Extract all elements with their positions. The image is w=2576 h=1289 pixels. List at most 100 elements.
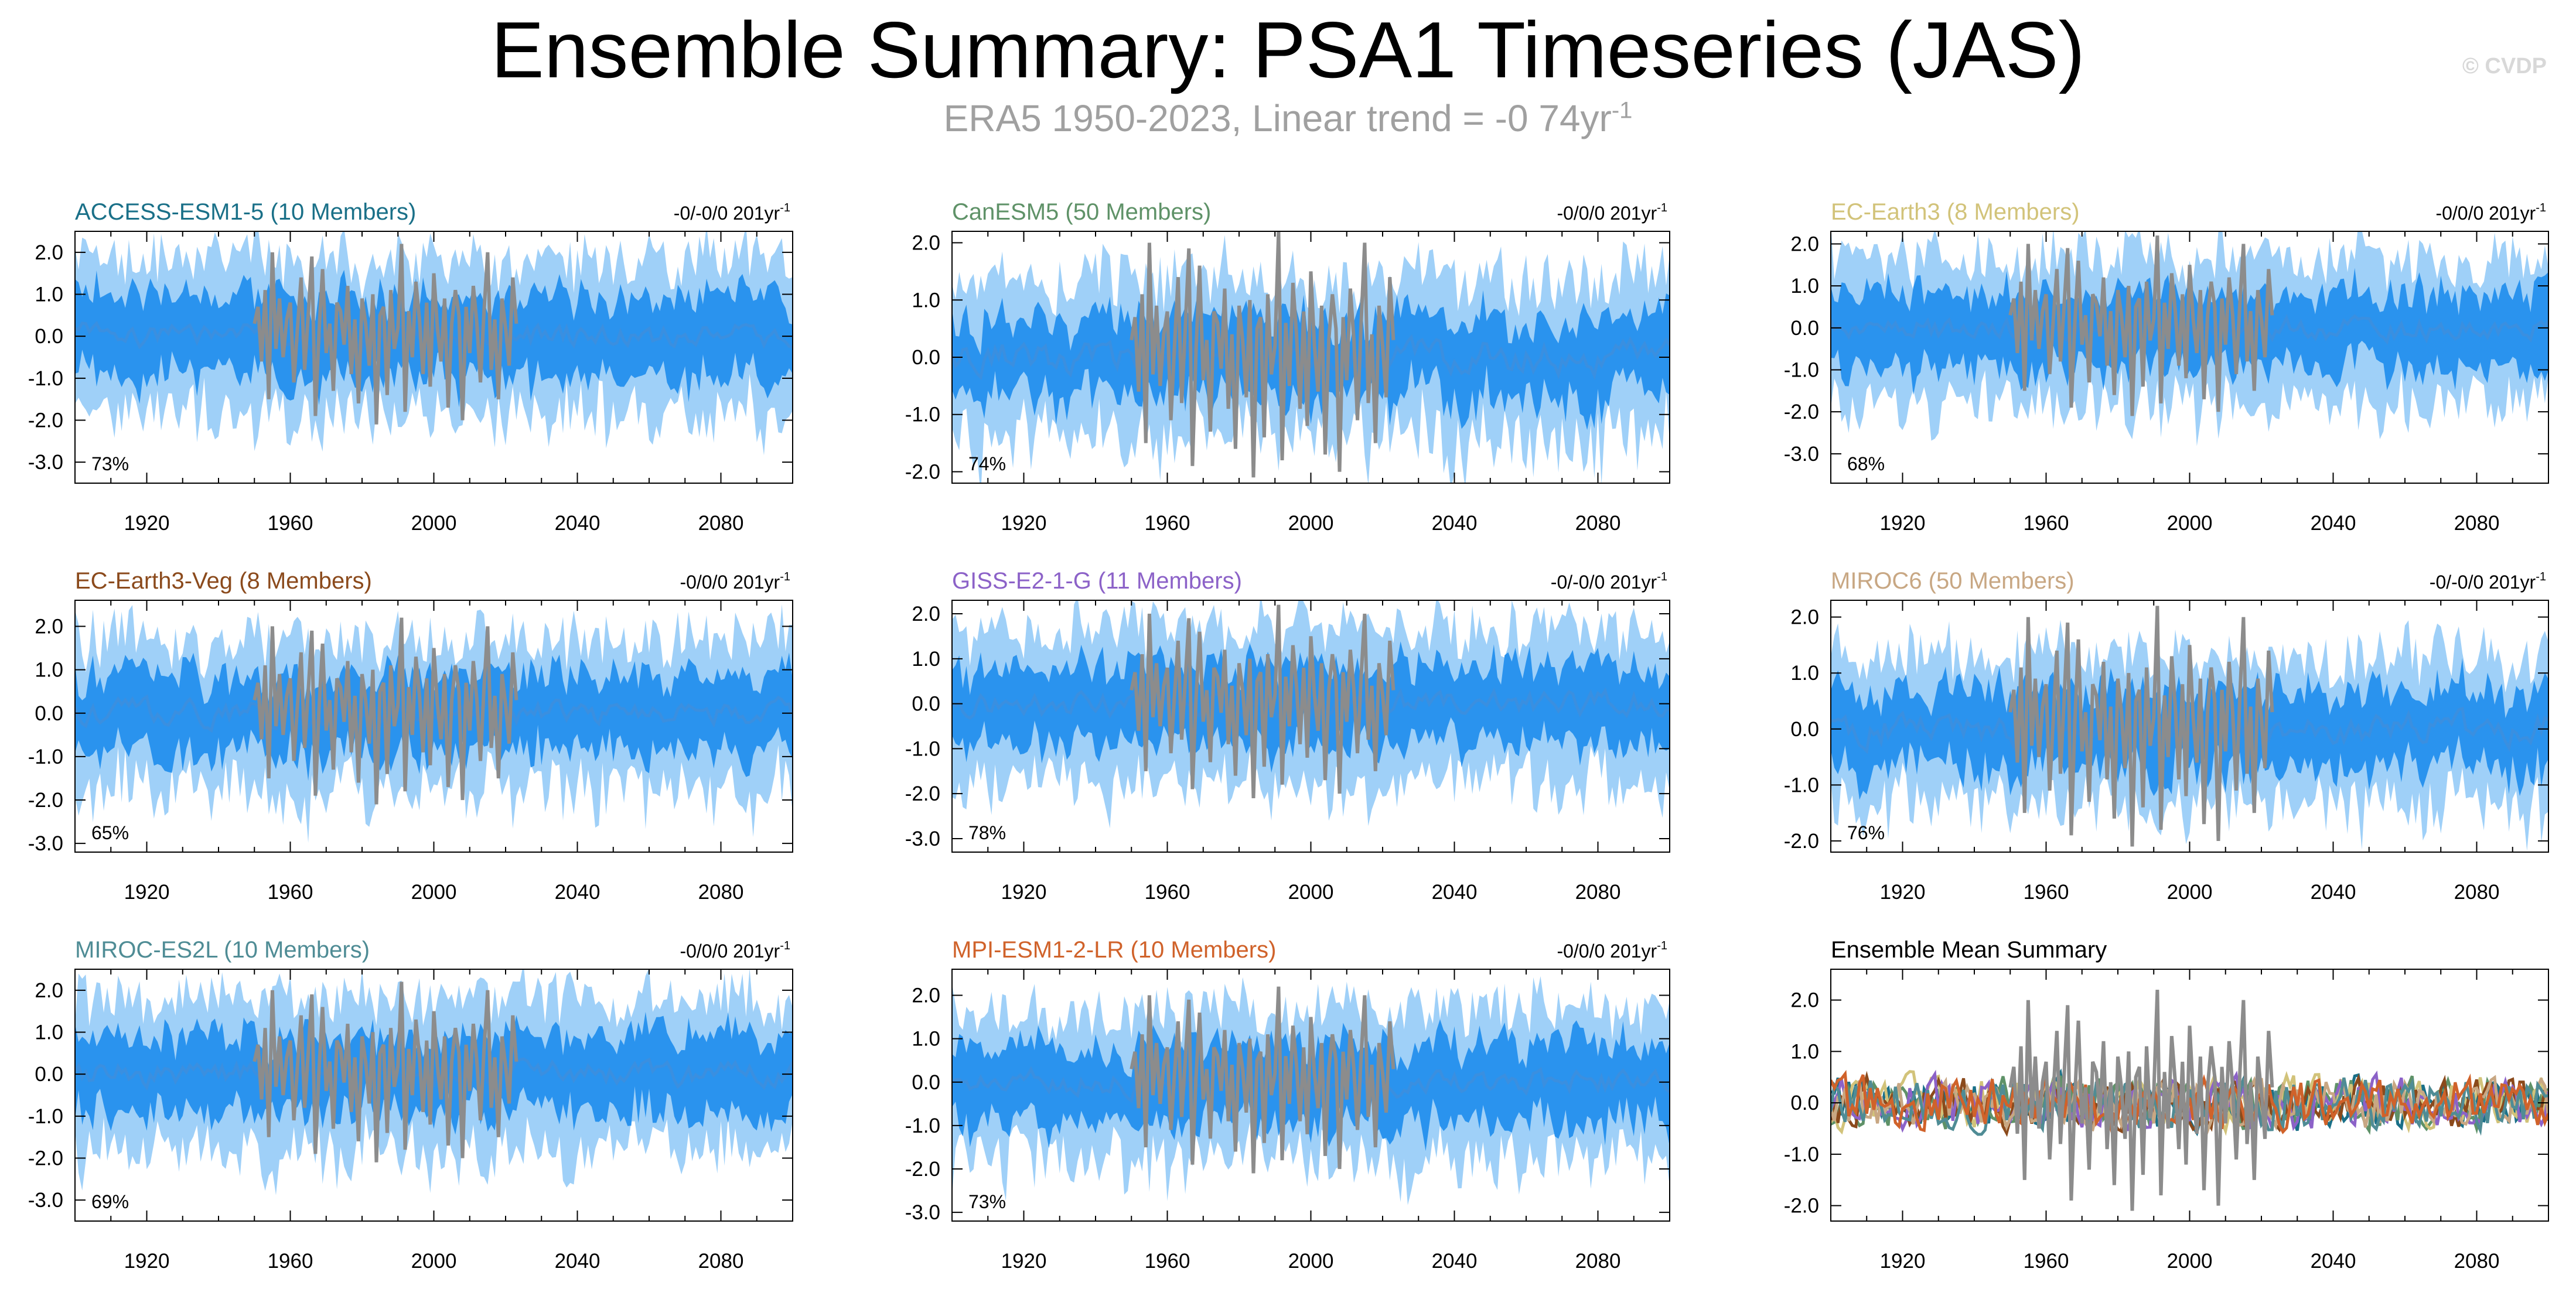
x-tick-label: 1920 bbox=[1880, 881, 1926, 904]
x-tick-label: 1960 bbox=[2024, 512, 2069, 535]
panel-trend-label: -0/0/0 201yr-1 bbox=[680, 939, 790, 962]
y-tick-label: -1.0 bbox=[905, 1114, 940, 1137]
ensemble-mean-line bbox=[952, 333, 1670, 381]
panel-percent-label: 73% bbox=[91, 453, 129, 474]
x-tick-label: 1920 bbox=[1880, 512, 1926, 535]
y-tick-label: 0.0 bbox=[1790, 718, 1819, 741]
observed-line bbox=[253, 982, 518, 1163]
panel-canesm5: 1920 1960 2000 2040 2080 2.0 1.0 0.0 -1.0 -2.0 Can… bbox=[905, 199, 1670, 535]
ensemble-mean-line bbox=[75, 694, 793, 733]
panel-access: 1920 1960 2000 2040 2080 2.0 1.0 0.0 -1.0 -2.0 -3.… bbox=[28, 199, 793, 535]
x-tick-label: 2040 bbox=[2311, 881, 2356, 904]
y-tick-label: -1.0 bbox=[905, 404, 940, 426]
plot-area-summary bbox=[1831, 989, 2548, 1211]
y-tick-label: -2.0 bbox=[905, 782, 940, 805]
x-tick-label: 1960 bbox=[268, 881, 313, 904]
page-subtitle: ERA5 1950-2023, Linear trend = -0 74yr-1 bbox=[0, 95, 2576, 142]
x-tick-label: 2000 bbox=[1288, 1250, 1334, 1273]
ensemble-interquartile-band bbox=[75, 269, 793, 408]
x-tick-label: 2080 bbox=[698, 512, 744, 535]
x-tick-label: 2080 bbox=[2454, 512, 2500, 535]
plot-area-ecearth3veg bbox=[75, 604, 793, 843]
panel-ecearth3: 1920 1960 2000 2040 2080 2.0 1.0 0.0 -1.0 -2.0 -3.… bbox=[1784, 199, 2549, 535]
x-tick-label: 2040 bbox=[2311, 512, 2356, 535]
x-tick-label: 1920 bbox=[124, 881, 170, 904]
x-tick-label: 1920 bbox=[124, 512, 170, 535]
x-tick-label: 2040 bbox=[2311, 1250, 2356, 1273]
x-tick-label: 1960 bbox=[2024, 881, 2069, 904]
plot-area-miroc6 bbox=[1831, 606, 2548, 851]
panel-percent-label: 68% bbox=[1847, 453, 1885, 474]
y-tick-label: 0.0 bbox=[1790, 1092, 1819, 1114]
x-tick-label: 2080 bbox=[1575, 512, 1621, 535]
y-tick-label: 1.0 bbox=[912, 1028, 940, 1051]
x-tick-label: 2040 bbox=[555, 1250, 601, 1273]
y-tick-label: -2.0 bbox=[28, 1147, 63, 1170]
x-tick-label: 1920 bbox=[124, 1250, 170, 1273]
panel-trend-label: -0/0/0 201yr-1 bbox=[2435, 201, 2546, 224]
y-tick-label: -1.0 bbox=[28, 367, 63, 390]
y-tick-label: -1.0 bbox=[905, 737, 940, 760]
plot-area-mirocesl bbox=[75, 969, 793, 1195]
plot-area-access bbox=[75, 231, 793, 456]
y-tick-label: 2.0 bbox=[35, 979, 63, 1002]
panel-percent-label: 76% bbox=[1847, 822, 1885, 843]
panel-percent-label: 65% bbox=[91, 822, 129, 843]
panel-mirocesl: 1920 1960 2000 2040 2080 2.0 1.0 0.0 -1.0 -2.0 -3.… bbox=[28, 937, 793, 1273]
y-tick-label: 1.0 bbox=[35, 659, 63, 682]
observed-line bbox=[253, 244, 518, 425]
panel-summary: 1920 1960 2000 2040 2080 2.0 1.0 0.0 -1.0 -2.0 Ens… bbox=[1784, 937, 2549, 1273]
y-tick-label: 0.0 bbox=[912, 346, 940, 369]
panel-percent-label: 73% bbox=[968, 1191, 1006, 1212]
y-tick-label: -3.0 bbox=[1784, 443, 1819, 466]
y-tick-label: -1.0 bbox=[1784, 1143, 1819, 1166]
x-tick-label: 2080 bbox=[1575, 1250, 1621, 1273]
y-tick-label: -1.0 bbox=[1784, 774, 1819, 796]
x-tick-label: 1920 bbox=[1001, 1250, 1047, 1273]
x-tick-label: 2000 bbox=[411, 512, 457, 535]
x-tick-label: 2000 bbox=[2167, 512, 2213, 535]
y-tick-label: 2.0 bbox=[35, 615, 63, 638]
y-tick-label: -2.0 bbox=[905, 1158, 940, 1181]
y-tick-label: -2.0 bbox=[28, 409, 63, 432]
plot-area-canesm5 bbox=[952, 231, 1670, 483]
panel-trend-label: -0/-0/0 201yr-1 bbox=[674, 201, 790, 224]
panel-trend-label: -0/0/0 201yr-1 bbox=[680, 570, 790, 593]
y-tick-label: 2.0 bbox=[912, 232, 940, 255]
y-tick-label: -3.0 bbox=[28, 451, 63, 474]
panel-trend-label: -0/-0/0 201yr-1 bbox=[2430, 570, 2546, 593]
ensemble-mean-line bbox=[75, 320, 793, 354]
panel-mpi: 1920 1960 2000 2040 2080 2.0 1.0 0.0 -1.0 -2.0 -3.… bbox=[905, 937, 1670, 1273]
x-tick-label: 2000 bbox=[2167, 881, 2213, 904]
y-tick-label: -2.0 bbox=[1784, 1195, 1819, 1218]
x-tick-label: 1960 bbox=[268, 512, 313, 535]
panel-trend-label: -0/-0/0 201yr-1 bbox=[1551, 570, 1667, 593]
x-tick-label: 2000 bbox=[2167, 1250, 2213, 1273]
plot-area-ecearth3 bbox=[1831, 231, 2548, 446]
y-tick-label: -1.0 bbox=[28, 1105, 63, 1128]
x-tick-label: 2000 bbox=[411, 1250, 457, 1273]
y-tick-label: 0.0 bbox=[912, 693, 940, 716]
y-tick-label: 2.0 bbox=[912, 603, 940, 625]
y-tick-label: -2.0 bbox=[905, 460, 940, 483]
y-tick-label: -2.0 bbox=[1784, 830, 1819, 853]
x-tick-label: 1920 bbox=[1880, 1250, 1926, 1273]
ensemble-mean-line bbox=[1831, 313, 2548, 345]
x-tick-label: 1960 bbox=[2024, 1250, 2069, 1273]
plot-area-giss bbox=[952, 600, 1670, 829]
x-tick-label: 2080 bbox=[698, 1250, 744, 1273]
y-tick-label: 2.0 bbox=[1790, 233, 1819, 256]
panel-ecearth3veg: 1920 1960 2000 2040 2080 2.0 1.0 0.0 -1.0 -2.0 -3.… bbox=[28, 568, 793, 904]
x-tick-label: 2040 bbox=[555, 512, 601, 535]
y-tick-label: 1.0 bbox=[35, 283, 63, 306]
ensemble-mean-line bbox=[1831, 706, 2548, 754]
y-tick-label: 0.0 bbox=[35, 1063, 63, 1086]
x-tick-label: 2000 bbox=[411, 881, 457, 904]
x-tick-label: 1960 bbox=[1145, 1250, 1190, 1273]
panel-title: EC-Earth3 (8 Members) bbox=[1831, 199, 2080, 225]
x-tick-label: 2080 bbox=[1575, 881, 1621, 904]
observed-line bbox=[2008, 606, 2274, 847]
ensemble-mean-line bbox=[952, 686, 1670, 720]
model-mean-line-7 bbox=[1831, 1069, 2548, 1134]
